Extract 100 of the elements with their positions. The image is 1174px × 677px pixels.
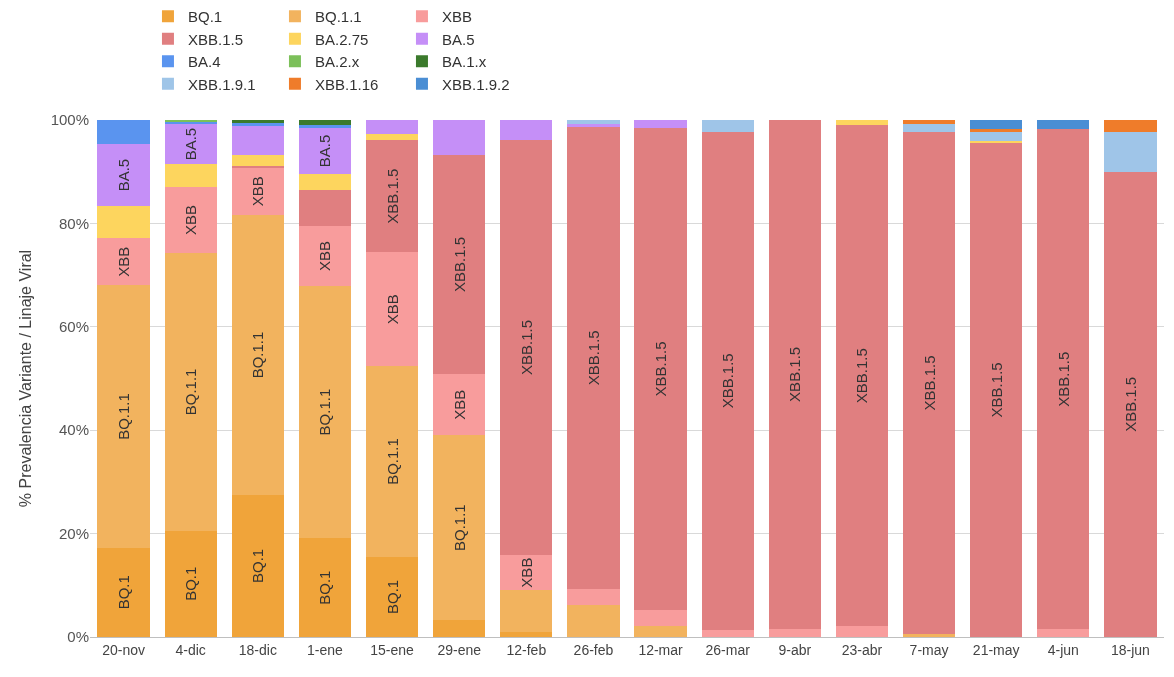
bar <box>97 120 150 145</box>
bar <box>701 131 754 630</box>
data-label: XBB <box>249 176 267 207</box>
y-tick-label: 100% <box>50 111 89 129</box>
data-label: BQ.1.1 <box>182 368 200 416</box>
bar <box>1037 629 1090 637</box>
data-label: BA.5 <box>115 158 133 192</box>
x-tick-label: 9-abr <box>778 641 812 658</box>
bar <box>433 154 486 375</box>
bar <box>231 154 284 166</box>
data-label: XBB <box>450 389 468 420</box>
bar <box>500 120 553 140</box>
y-tick-label: 0% <box>67 628 89 646</box>
x-tick-label: 4-dic <box>175 641 206 658</box>
bar <box>231 494 284 637</box>
bar <box>433 120 486 155</box>
bar <box>500 139 553 556</box>
data-label: XBB.1.5 <box>1054 351 1072 407</box>
bar <box>298 225 352 286</box>
bar <box>500 632 553 637</box>
legend-label: BQ.1.1 <box>314 8 362 26</box>
data-label: BA.5 <box>182 127 200 161</box>
bar <box>500 589 553 633</box>
bar <box>970 120 1023 130</box>
bar <box>835 626 889 637</box>
legend-label: BA.2.75 <box>314 30 369 48</box>
data-label: BQ.1.1 <box>316 388 334 436</box>
data-label: XBB.1.5 <box>450 236 468 293</box>
bar <box>1104 132 1157 172</box>
data-label: XBB.1.5 <box>1121 376 1139 432</box>
legend-label: XBB.1.5 <box>187 30 244 48</box>
bar <box>433 619 486 637</box>
data-label: XBB.1.5 <box>584 330 602 386</box>
bar <box>902 124 956 132</box>
bar <box>97 144 150 206</box>
x-tick-label: 4-jun <box>1047 641 1079 658</box>
bar <box>1104 171 1157 637</box>
x-tick-label: 23-abr <box>841 641 883 658</box>
bar <box>634 120 687 129</box>
x-tick-label: 29-ene <box>437 641 482 658</box>
bar <box>164 124 217 164</box>
bar <box>634 128 687 610</box>
bar <box>365 366 419 557</box>
bar <box>768 120 821 629</box>
bar <box>1104 120 1157 133</box>
bar <box>902 633 956 637</box>
x-tick-label: 1-ene <box>307 641 344 658</box>
data-label: XBB <box>383 294 401 325</box>
data-label: XBB <box>182 205 200 236</box>
data-label: XBB.1.5 <box>786 346 804 402</box>
bar <box>231 215 284 495</box>
legend-label: BA.4 <box>187 53 221 71</box>
bar <box>365 120 419 135</box>
data-label: BA.5 <box>316 134 334 168</box>
data-label: XBB <box>517 557 535 588</box>
bar <box>231 125 284 155</box>
data-label: BQ.1 <box>182 566 200 601</box>
data-label: BQ.1 <box>316 570 334 605</box>
x-tick-label: 20-nov <box>102 641 145 658</box>
legend-label: BA.1.x <box>441 53 487 71</box>
bar <box>970 131 1023 141</box>
bar <box>231 167 284 216</box>
bar <box>164 530 217 637</box>
bar <box>567 126 620 589</box>
bar <box>433 374 486 436</box>
data-label: XBB.1.5 <box>920 355 938 411</box>
x-tick-label: 18-jun <box>1110 641 1150 658</box>
bar <box>97 285 150 548</box>
bar <box>298 128 352 174</box>
bar <box>298 538 352 637</box>
bar <box>902 120 956 125</box>
bar <box>701 120 754 132</box>
bar <box>298 285 352 539</box>
data-label: BQ.1 <box>115 575 133 610</box>
data-label: BQ.1 <box>383 579 401 615</box>
data-label: XBB.1.5 <box>517 319 535 375</box>
bar <box>500 555 553 590</box>
bar <box>298 190 352 226</box>
bar <box>298 173 352 191</box>
bar <box>164 186 217 254</box>
x-tick-label: 18-dic <box>238 641 277 658</box>
bar <box>298 125 352 129</box>
data-label: XBB.1.5 <box>853 348 871 404</box>
y-axis-title: % Prevalencia Variante / Linaje Viral <box>16 249 34 508</box>
bar <box>970 140 1023 143</box>
data-label: BQ.1.1 <box>450 504 468 552</box>
bar <box>835 120 889 126</box>
bar <box>365 140 419 253</box>
bar <box>768 628 821 637</box>
data-label: XBB.1.5 <box>719 353 737 409</box>
legend-label: BA.2.x <box>314 53 360 71</box>
bar <box>433 435 486 620</box>
y-tick-label: 40% <box>58 421 89 439</box>
bar <box>970 142 1023 637</box>
data-label: XBB <box>115 246 133 277</box>
y-tick-label: 60% <box>58 318 89 336</box>
bar <box>365 134 419 141</box>
bar <box>298 120 352 126</box>
data-label: BQ.1.1 <box>249 331 267 379</box>
bar <box>567 588 620 606</box>
